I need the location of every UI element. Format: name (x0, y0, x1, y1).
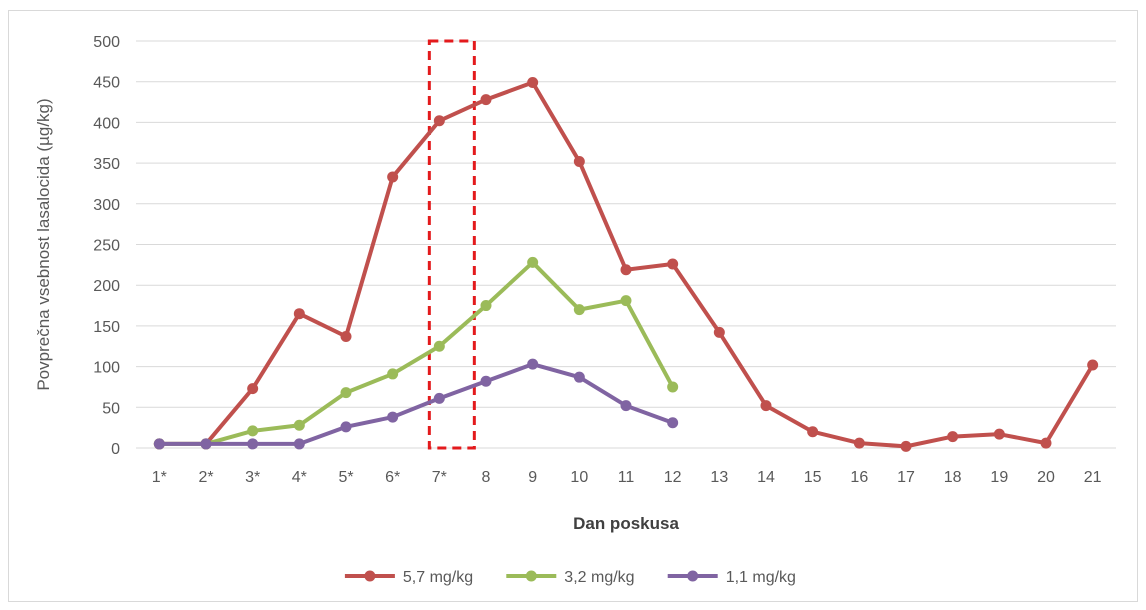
data-point (713, 326, 725, 338)
data-point (1087, 359, 1099, 371)
data-point (433, 392, 445, 404)
data-point (340, 387, 352, 399)
data-point (293, 308, 305, 320)
line-chart: 0 50 100 150 200 250 300 350 400 450 500 1* 2* 3* 4* 5… (34, 34, 1116, 586)
x-tick-label: 10 (570, 469, 588, 486)
legend-label: 1,1 mg/kg (726, 569, 796, 586)
data-point (153, 438, 165, 450)
data-point (1040, 437, 1052, 449)
y-tick-label: 350 (93, 156, 120, 173)
y-tick-label: 250 (93, 238, 120, 255)
data-point (900, 440, 912, 452)
data-point (387, 171, 399, 183)
data-point (340, 330, 352, 342)
gridlines (136, 40, 1116, 449)
x-tick-label: 15 (804, 469, 822, 486)
x-tick-label: 4* (292, 469, 307, 486)
data-point (480, 94, 492, 106)
legend-label: 5,7 mg/kg (403, 569, 473, 586)
data-point (573, 371, 585, 383)
y-axis-title: Povprečna vsebnost lasalocida (µg/kg) (34, 98, 53, 390)
data-point (387, 368, 399, 380)
y-tick-label: 450 (93, 75, 120, 92)
y-tick-label: 150 (93, 319, 120, 336)
x-tick-label: 5* (338, 469, 353, 486)
data-point (200, 438, 212, 450)
x-tick-label: 13 (710, 469, 728, 486)
data-point (293, 438, 305, 450)
series-line (157, 260, 675, 446)
x-tick-label: 9 (528, 469, 537, 486)
data-point (667, 381, 679, 393)
x-tick-labels: 1* 2* 3* 4* 5* 6* 7* 8 9 10 11 12 13 14 15 16 17 18 19 20 21 (152, 469, 1102, 486)
x-tick-label: 16 (850, 469, 868, 486)
x-tick-label: 21 (1084, 469, 1102, 486)
data-point (620, 400, 632, 412)
x-tick-label: 3* (245, 469, 260, 486)
data-point (527, 77, 539, 89)
data-point (527, 358, 539, 370)
x-tick-label: 1* (152, 469, 167, 486)
data-point (293, 419, 305, 431)
y-tick-label: 300 (93, 197, 120, 214)
y-tick-labels: 0 50 100 150 200 250 300 350 400 450 500 (93, 34, 120, 458)
legend-label: 3,2 mg/kg (564, 569, 634, 586)
x-tick-label: 11 (618, 469, 635, 486)
data-point (573, 155, 585, 167)
y-tick-label: 500 (93, 34, 120, 51)
legend: 5,7 mg/kg 3,2 mg/kg 1,1 mg/kg (344, 569, 796, 586)
series-line (157, 362, 675, 446)
data-point (247, 438, 259, 450)
data-point (247, 383, 259, 395)
data-point (947, 431, 959, 443)
series (153, 77, 1099, 452)
data-point (387, 411, 399, 423)
series-layer (153, 77, 1099, 452)
x-tick-label: 18 (944, 469, 962, 486)
y-tick-label: 0 (111, 441, 120, 458)
x-tick-label: 7* (432, 469, 447, 486)
x-tick-label: 2* (198, 469, 213, 486)
chart-frame: 0 50 100 150 200 250 300 350 400 450 500 1* 2* 3* 4* 5… (8, 10, 1138, 602)
data-point (620, 264, 632, 276)
y-tick-label: 200 (93, 278, 120, 295)
data-point (993, 428, 1005, 440)
data-point (433, 115, 445, 127)
highlight-box (427, 39, 476, 450)
highlight-layer (427, 39, 476, 450)
data-point (480, 300, 492, 312)
series (153, 256, 679, 450)
legend-item: 3,2 mg/kg (506, 569, 635, 586)
x-tick-label: 12 (664, 469, 682, 486)
data-point (527, 256, 539, 268)
data-point (573, 304, 585, 316)
x-tick-label: 19 (990, 469, 1008, 486)
data-point (853, 437, 865, 449)
series (153, 358, 679, 450)
legend-item: 1,1 mg/kg (667, 569, 796, 586)
x-tick-label: 8 (482, 469, 491, 486)
x-tick-label: 14 (757, 469, 775, 486)
data-point (667, 258, 679, 270)
data-point (247, 425, 259, 437)
x-tick-label: 6* (385, 469, 400, 486)
data-point (480, 375, 492, 387)
x-axis-title: Dan poskusa (573, 514, 679, 533)
data-point (340, 421, 352, 433)
legend-swatch-marker (364, 570, 376, 582)
data-point (620, 295, 632, 307)
data-point (807, 426, 819, 438)
legend-swatch-marker (687, 570, 699, 582)
y-tick-label: 400 (93, 115, 120, 132)
x-tick-label: 17 (897, 469, 915, 486)
x-tick-label: 20 (1037, 469, 1055, 486)
data-point (667, 417, 679, 429)
data-point (760, 400, 772, 412)
y-tick-label: 50 (102, 400, 120, 417)
legend-item: 5,7 mg/kg (344, 569, 473, 586)
data-point (433, 340, 445, 352)
legend-swatch-marker (525, 570, 537, 582)
y-tick-label: 100 (93, 360, 120, 377)
